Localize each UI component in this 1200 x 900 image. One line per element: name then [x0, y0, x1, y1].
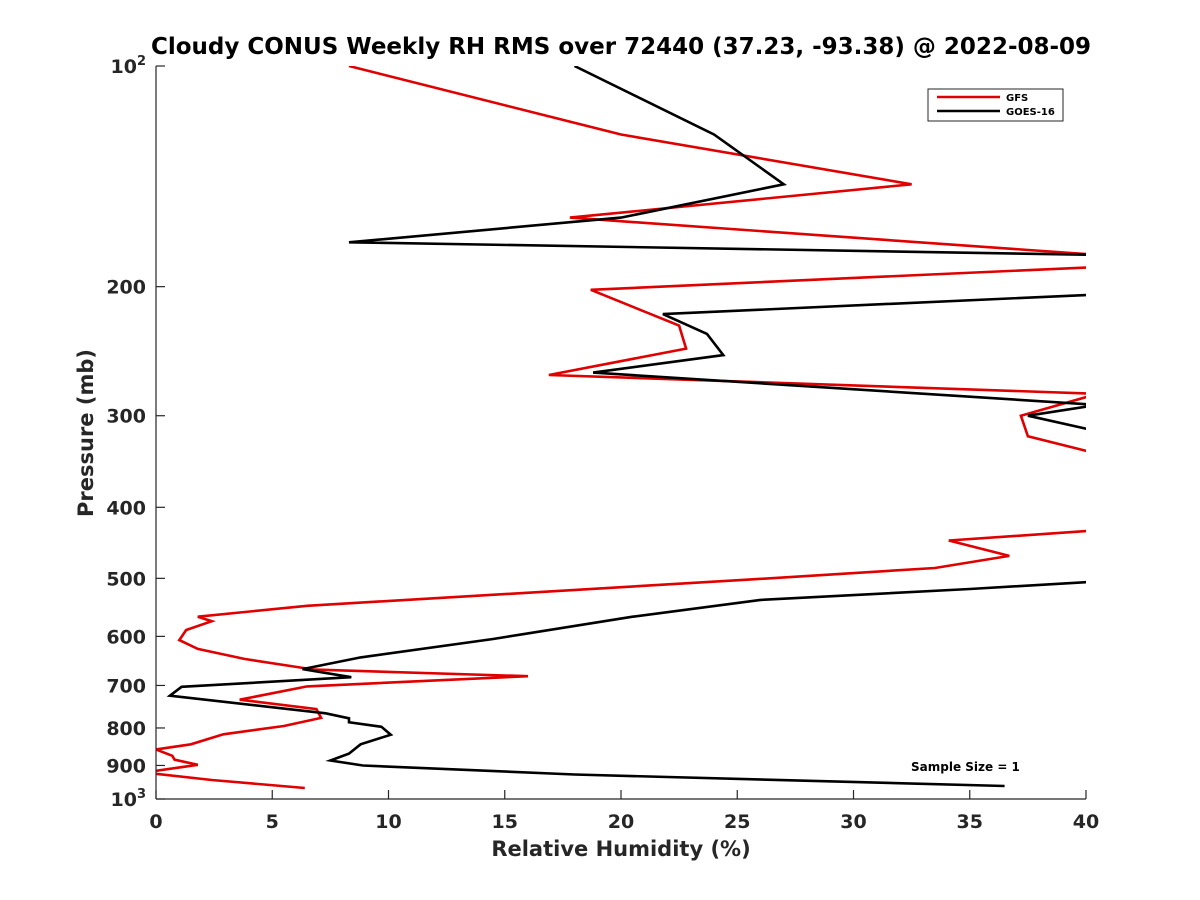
- series-line-goes-16: [166, 66, 1086, 788]
- y-tick-label: 500: [106, 568, 146, 590]
- series-layer: [156, 66, 1086, 790]
- y-tick-label: 102: [111, 54, 147, 78]
- legend-label-goes-16: GOES-16: [1006, 107, 1055, 118]
- y-tick-label: 200: [106, 277, 146, 299]
- x-tick-label: 40: [1073, 811, 1099, 833]
- series-line-gfs: [156, 66, 1086, 790]
- legend-box: [927, 88, 1064, 122]
- x-tick-label: 15: [492, 811, 518, 833]
- x-ticks: 0 5 10 15 20 25 30 35 40: [149, 790, 1099, 833]
- legend: GFS GOES-16: [927, 88, 1064, 122]
- y-tick-label: 400: [106, 497, 146, 519]
- x-tick-label: 10: [375, 811, 401, 833]
- sample-size-annotation: Sample Size = 1: [911, 760, 1020, 774]
- x-tick-label: 5: [266, 811, 279, 833]
- y-ticks: 102 200 300 400 500 600 700 800 900 103: [106, 54, 165, 811]
- x-axis-label: Relative Humidity (%): [491, 837, 750, 861]
- x-tick-label: 25: [724, 811, 750, 833]
- x-tick-label: 30: [840, 811, 866, 833]
- x-tick-label: 35: [957, 811, 983, 833]
- y-tick-label: 900: [106, 755, 146, 777]
- y-tick-label: 600: [106, 626, 146, 648]
- y-tick-label: 800: [106, 718, 146, 740]
- legend-label-gfs: GFS: [1006, 93, 1028, 104]
- chart-title: Cloudy CONUS Weekly RH RMS over 72440 (3…: [151, 34, 1091, 60]
- y-tick-label: 300: [106, 406, 146, 428]
- x-tick-label: 20: [608, 811, 634, 833]
- y-tick-label: 700: [106, 675, 146, 697]
- y-axis-label: Pressure (mb): [74, 349, 98, 517]
- y-tick-label: 103: [111, 787, 147, 811]
- x-tick-label: 0: [149, 811, 162, 833]
